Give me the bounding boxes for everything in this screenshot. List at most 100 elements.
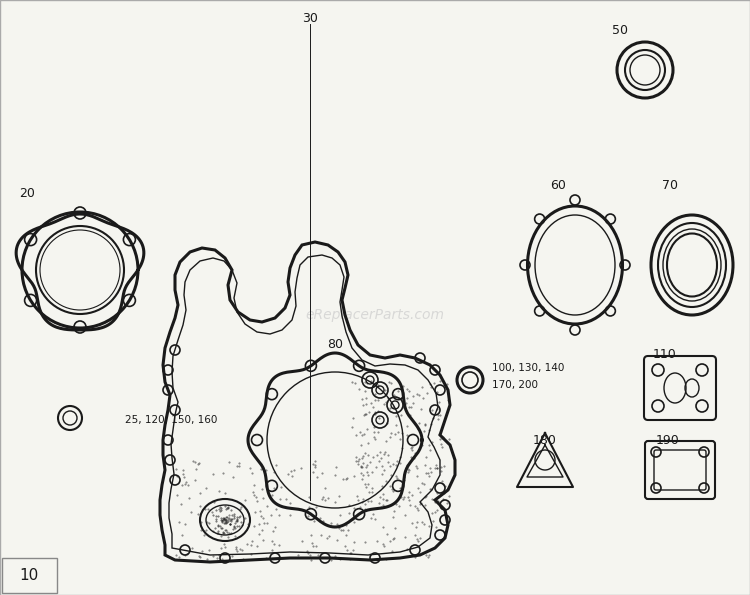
Point	[189, 475, 201, 484]
Point	[231, 521, 243, 531]
Point	[348, 471, 360, 481]
Point	[178, 472, 190, 482]
Point	[310, 503, 322, 512]
Point	[381, 419, 393, 428]
Point	[338, 474, 350, 484]
Point	[220, 527, 232, 537]
Point	[359, 386, 371, 396]
Point	[404, 443, 416, 453]
Point	[254, 511, 266, 521]
Point	[344, 548, 356, 558]
Point	[356, 497, 368, 506]
Point	[401, 421, 413, 431]
Point	[207, 552, 219, 561]
Point	[207, 527, 219, 536]
Text: 70: 70	[662, 178, 678, 192]
Point	[421, 388, 433, 397]
Point	[404, 500, 416, 509]
Text: 80: 80	[327, 339, 343, 352]
Point	[411, 517, 423, 527]
Point	[352, 495, 364, 505]
Point	[426, 494, 438, 503]
Point	[390, 471, 402, 481]
Point	[356, 474, 368, 484]
Point	[355, 462, 367, 471]
Point	[403, 465, 415, 475]
Point	[382, 458, 394, 467]
Point	[350, 430, 362, 440]
Point	[302, 511, 314, 520]
Point	[387, 534, 399, 544]
Point	[312, 550, 324, 560]
Point	[198, 531, 210, 540]
Point	[435, 466, 447, 476]
Point	[386, 546, 398, 555]
Point	[229, 531, 241, 541]
Point	[424, 383, 436, 392]
Point	[392, 386, 404, 396]
Point	[325, 555, 337, 565]
Point	[358, 451, 370, 461]
Point	[389, 524, 401, 533]
Point	[194, 552, 206, 562]
Point	[394, 453, 406, 462]
Point	[380, 496, 392, 505]
Point	[224, 519, 236, 529]
Point	[346, 422, 358, 432]
Point	[374, 493, 386, 502]
Point	[358, 505, 370, 514]
Point	[375, 502, 387, 512]
Point	[260, 502, 272, 511]
Point	[403, 403, 415, 412]
Point	[424, 446, 436, 455]
Point	[398, 402, 410, 412]
Point	[362, 470, 374, 480]
Point	[223, 457, 235, 466]
Point	[376, 469, 388, 478]
Point	[215, 531, 227, 540]
Point	[226, 524, 238, 534]
Point	[368, 422, 380, 432]
Point	[426, 508, 438, 518]
Point	[425, 484, 437, 493]
Point	[219, 542, 231, 552]
Point	[218, 514, 230, 524]
Point	[270, 461, 282, 470]
Point	[217, 513, 229, 523]
Point	[211, 514, 223, 524]
Point	[351, 491, 363, 501]
Point	[390, 407, 402, 416]
Point	[440, 499, 452, 508]
Point	[355, 440, 367, 450]
Point	[266, 510, 278, 519]
Point	[399, 533, 411, 542]
Point	[255, 464, 267, 474]
Point	[402, 491, 414, 501]
Point	[304, 550, 316, 560]
Point	[310, 460, 322, 469]
Point	[222, 503, 234, 512]
Point	[322, 493, 334, 503]
Point	[220, 504, 232, 513]
Point	[242, 519, 254, 529]
Point	[214, 502, 226, 512]
Point	[388, 390, 400, 400]
Point	[236, 518, 248, 527]
Point	[352, 454, 364, 464]
Point	[251, 492, 262, 502]
Point	[220, 503, 232, 513]
Point	[438, 488, 450, 497]
Point	[430, 506, 442, 515]
Point	[320, 496, 332, 505]
Point	[248, 508, 260, 517]
Point	[224, 519, 236, 529]
Point	[218, 513, 230, 523]
Point	[222, 516, 234, 526]
Point	[224, 505, 236, 514]
Point	[420, 452, 432, 462]
Point	[256, 525, 268, 535]
Point	[350, 452, 362, 462]
Point	[392, 456, 404, 466]
Point	[171, 490, 183, 500]
Point	[274, 494, 286, 503]
